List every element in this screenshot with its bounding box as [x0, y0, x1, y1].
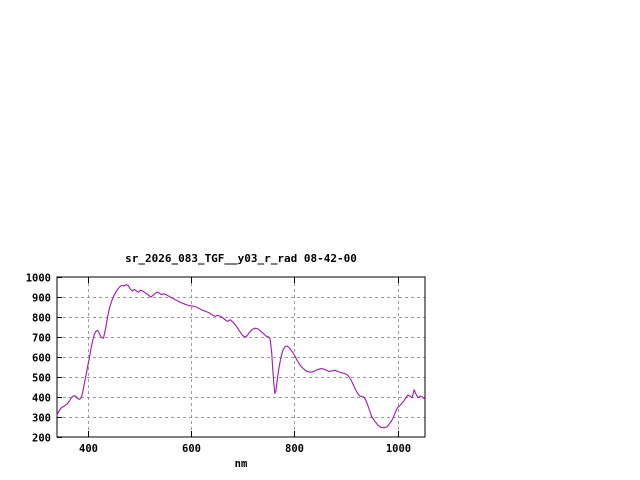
- x-tick-label: 400: [79, 443, 98, 455]
- data-series-group: [56, 284, 426, 429]
- y-tick-label: 600: [32, 353, 51, 365]
- y-tick-label: 1000: [26, 273, 51, 285]
- y-tick-label: 800: [32, 313, 51, 325]
- y-axis-ticks: 200 300 400 500 600 700 800 900 1000: [26, 273, 62, 445]
- x-tick-label: 600: [182, 443, 201, 455]
- y-tick-label: 500: [32, 373, 51, 385]
- plot-frame: [56, 276, 426, 438]
- chart-title: sr_2026_083_TGF__y03_r_rad 08-42-00: [125, 252, 357, 265]
- y-tick-label: 200: [32, 433, 51, 445]
- x-axis-label: nm: [235, 458, 248, 470]
- x-axis-ticks: 400 600 800 1000: [79, 277, 411, 455]
- y-tick-label: 300: [32, 413, 51, 425]
- y-tick-label: 400: [32, 393, 51, 405]
- radiance-curve: [56, 284, 426, 429]
- x-tick-label: 800: [285, 443, 304, 455]
- y-tick-label: 700: [32, 333, 51, 345]
- y-tick-label: 900: [32, 293, 51, 305]
- x-tick-label: 1000: [386, 443, 411, 455]
